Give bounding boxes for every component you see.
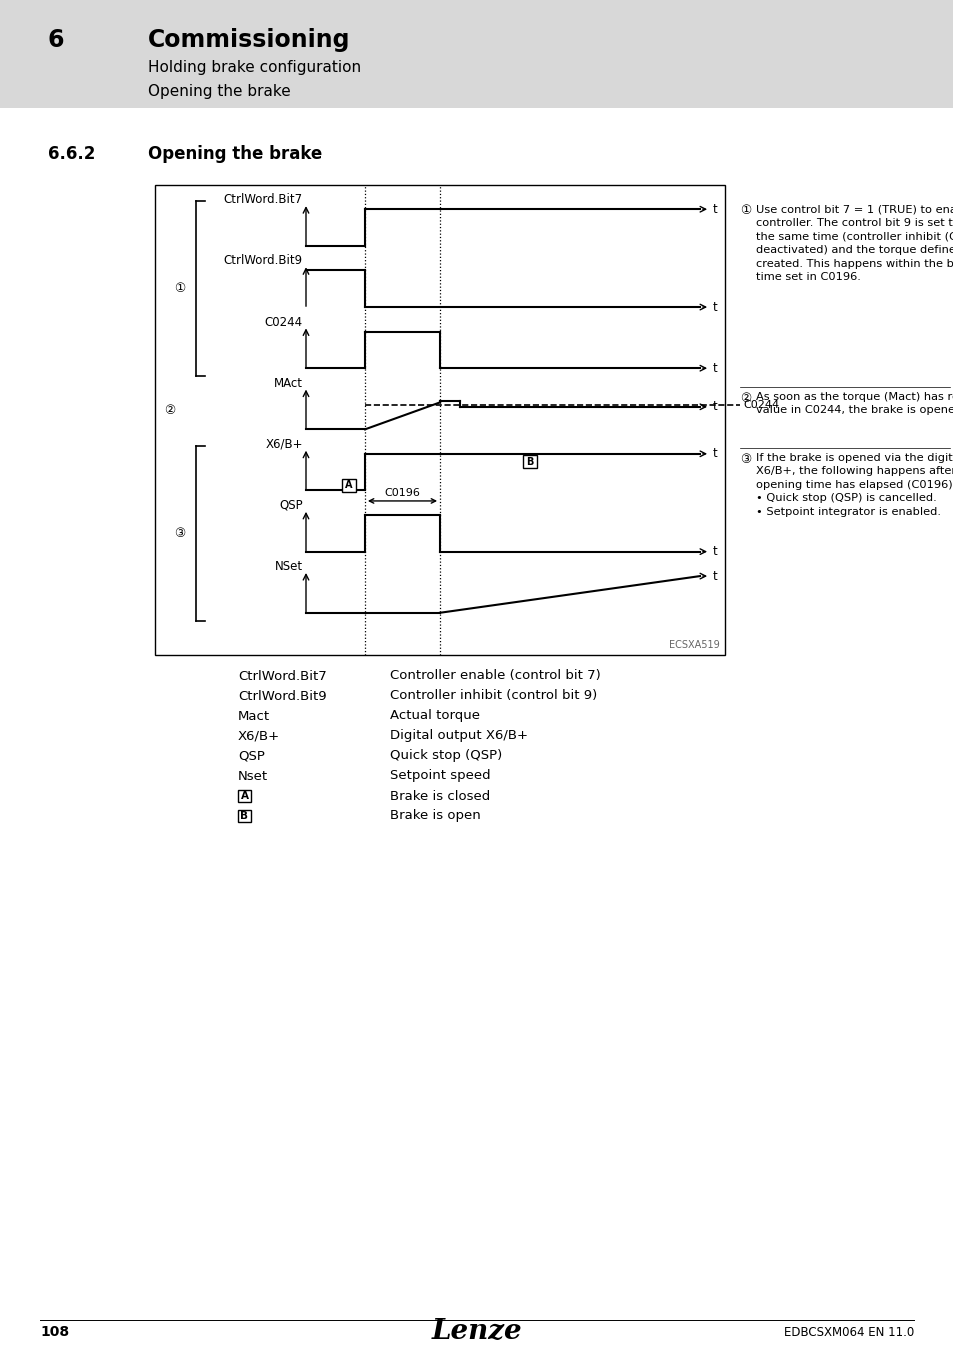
Text: ①: ① <box>740 204 750 217</box>
Text: t: t <box>712 447 717 460</box>
Text: Lenze: Lenze <box>432 1319 521 1346</box>
Bar <box>237 810 251 822</box>
Bar <box>0 0 953 108</box>
Bar <box>154 185 724 655</box>
Text: t: t <box>712 545 717 558</box>
Bar <box>341 479 355 491</box>
Text: t: t <box>712 301 717 313</box>
Text: t: t <box>712 401 717 413</box>
Text: ①: ① <box>174 282 186 296</box>
Text: Commissioning: Commissioning <box>148 28 350 53</box>
Text: Quick stop (QSP): Quick stop (QSP) <box>390 749 501 763</box>
Text: C0244: C0244 <box>742 400 779 409</box>
Text: Actual torque: Actual torque <box>390 710 479 722</box>
Text: A: A <box>345 481 353 490</box>
Text: CtrlWord.Bit7: CtrlWord.Bit7 <box>224 193 303 207</box>
Text: Controller enable (control bit 7): Controller enable (control bit 7) <box>390 670 600 683</box>
Text: B: B <box>240 811 248 821</box>
Text: CtrlWord.Bit7: CtrlWord.Bit7 <box>237 670 327 683</box>
Text: ②: ② <box>164 405 175 417</box>
Text: C0244: C0244 <box>265 316 303 328</box>
Text: Opening the brake: Opening the brake <box>148 84 291 99</box>
Text: 6.6.2: 6.6.2 <box>48 144 95 163</box>
Text: ②: ② <box>740 392 750 405</box>
Text: ③: ③ <box>174 526 186 540</box>
Text: Use control bit 7 = 1 (TRUE) to enable the
controller. The control bit 9 is set : Use control bit 7 = 1 (TRUE) to enable t… <box>755 204 953 282</box>
Text: Mact: Mact <box>237 710 270 722</box>
Text: Brake is closed: Brake is closed <box>390 790 490 802</box>
Text: C0196: C0196 <box>384 487 420 498</box>
Text: ③: ③ <box>740 452 750 466</box>
Text: Opening the brake: Opening the brake <box>148 144 322 163</box>
Text: EDBCSXM064 EN 11.0: EDBCSXM064 EN 11.0 <box>783 1326 913 1338</box>
Text: MAct: MAct <box>274 377 303 390</box>
Text: t: t <box>712 362 717 375</box>
Text: Controller inhibit (control bit 9): Controller inhibit (control bit 9) <box>390 690 597 702</box>
Bar <box>237 790 251 802</box>
Text: 6: 6 <box>48 28 65 53</box>
Text: Nset: Nset <box>237 769 268 783</box>
Text: X6/B+: X6/B+ <box>237 729 280 742</box>
Text: QSP: QSP <box>237 749 265 763</box>
Text: ECSXA519: ECSXA519 <box>669 640 720 649</box>
Text: B: B <box>526 456 533 467</box>
Text: As soon as the torque (Mact) has reached the
value in C0244, the brake is opened: As soon as the torque (Mact) has reached… <box>755 392 953 416</box>
Text: Setpoint speed: Setpoint speed <box>390 769 490 783</box>
Text: NSet: NSet <box>274 560 303 574</box>
Text: A: A <box>240 791 248 801</box>
Text: CtrlWord.Bit9: CtrlWord.Bit9 <box>224 254 303 267</box>
Text: X6/B+: X6/B+ <box>265 437 303 451</box>
Text: Holding brake configuration: Holding brake configuration <box>148 59 361 76</box>
Text: 108: 108 <box>40 1324 69 1339</box>
Text: Brake is open: Brake is open <box>390 810 480 822</box>
Text: t: t <box>712 570 717 583</box>
Text: If the brake is opened via the digital output
X6/B+, the following happens after: If the brake is opened via the digital o… <box>755 452 953 517</box>
Text: t: t <box>712 202 717 216</box>
Text: QSP: QSP <box>279 500 303 512</box>
Text: Digital output X6/B+: Digital output X6/B+ <box>390 729 527 742</box>
Bar <box>522 455 537 468</box>
Text: CtrlWord.Bit9: CtrlWord.Bit9 <box>237 690 326 702</box>
